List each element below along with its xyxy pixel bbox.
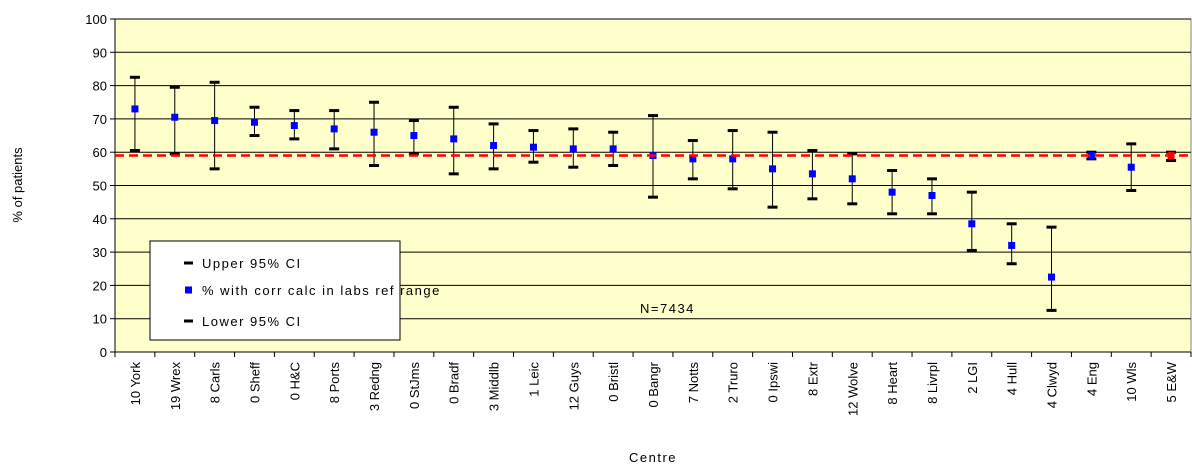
x-tick-label: 1 Leic — [526, 362, 541, 397]
y-tick-label: 100 — [85, 12, 107, 27]
point — [769, 165, 777, 173]
x-tick-label: 0 StJms — [407, 362, 422, 409]
point — [490, 142, 498, 150]
point — [250, 118, 258, 126]
x-tick-label: 4 Eng — [1084, 362, 1099, 396]
x-tick-label: 8 Ports — [327, 362, 342, 404]
x-tick-label: 4 Hull — [1005, 362, 1020, 395]
x-tick-label: 8 Extr — [805, 361, 820, 396]
x-tick-label: 2 LGI — [965, 362, 980, 394]
x-tick-label: 3 Redng — [367, 362, 382, 411]
legend-marker — [185, 286, 192, 294]
x-tick-label: 19 Wrex — [168, 362, 183, 411]
y-tick-label: 20 — [93, 278, 107, 293]
point — [569, 145, 577, 153]
x-tick-label: 0 Bristl — [606, 362, 621, 402]
y-tick-label: 90 — [93, 45, 107, 60]
point — [370, 128, 378, 136]
x-axis-label: Centre — [629, 450, 677, 465]
x-tick-label: 2 Truro — [726, 362, 741, 403]
y-tick-label: 10 — [93, 312, 107, 327]
point — [729, 155, 737, 163]
legend-label: % with corr calc in labs ref range — [202, 283, 441, 298]
x-tick-label: 10 Wls — [1124, 362, 1139, 402]
x-tick-label: 0 Bangr — [646, 361, 661, 407]
point — [808, 170, 816, 178]
annotation: N=7434 — [640, 301, 695, 316]
x-tick-label: 5 E&W — [1164, 361, 1179, 402]
y-tick-label: 40 — [93, 212, 107, 227]
x-tick-label: 8 Carls — [208, 362, 223, 404]
x-tick-label: 4 Clwyd — [1045, 362, 1060, 408]
point — [848, 175, 856, 183]
x-tick-label: 12 Guys — [566, 362, 581, 411]
x-tick-label: 12 Wolve — [845, 362, 860, 416]
y-tick-label: 70 — [93, 112, 107, 127]
point — [529, 143, 537, 151]
x-tick-label: 3 Middlb — [487, 362, 502, 411]
x-tick-label: 0 Sheff — [247, 362, 262, 403]
y-tick-label: 80 — [93, 79, 107, 94]
point — [131, 105, 139, 113]
point — [330, 125, 338, 133]
point — [211, 117, 219, 125]
point — [968, 220, 976, 228]
y-tick-label: 30 — [93, 245, 107, 260]
point — [171, 113, 179, 121]
x-tick-label: 0 Ipswi — [766, 362, 781, 403]
x-tick-label: 8 Livrpl — [925, 362, 940, 404]
y-tick-label: 0 — [100, 345, 107, 360]
point — [1087, 152, 1095, 160]
point — [410, 132, 418, 140]
x-tick-label: 0 Bradf — [447, 362, 462, 404]
x-tick-label: 8 Heart — [885, 362, 900, 405]
point — [290, 122, 298, 130]
point — [609, 145, 617, 153]
y-tick-label: 50 — [93, 179, 107, 194]
point — [1008, 241, 1016, 249]
point — [928, 191, 936, 199]
legend-label: Lower 95% CI — [202, 314, 302, 329]
y-tick-label: 60 — [93, 145, 107, 160]
x-tick-label: 7 Notts — [686, 362, 701, 404]
x-tick-label: 0 H&C — [287, 362, 302, 400]
point — [1127, 163, 1135, 171]
point — [450, 135, 458, 143]
point — [888, 188, 896, 196]
legend-label: Upper 95% CI — [202, 256, 302, 271]
point — [1048, 273, 1056, 281]
point — [689, 155, 697, 163]
x-tick-label: 10 York — [128, 362, 143, 406]
y-axis-label: % of patients — [10, 147, 25, 223]
